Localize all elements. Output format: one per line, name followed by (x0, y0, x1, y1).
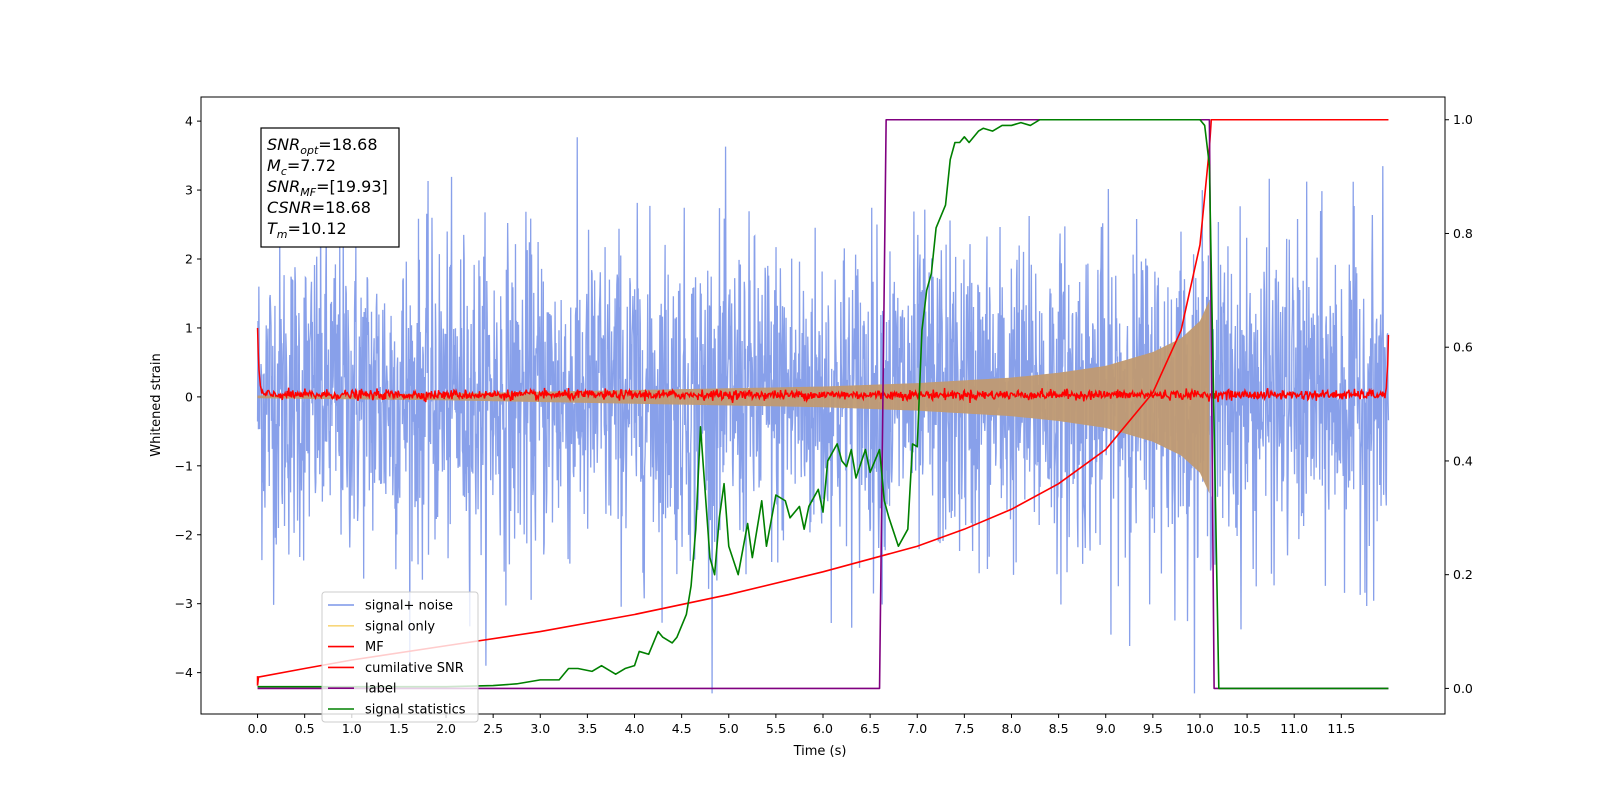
y-tick-label: −4 (175, 665, 193, 680)
stats-box-entry: Mc=7.72 (267, 156, 336, 178)
legend-entry-label: MF (365, 640, 384, 655)
x-tick-label: 11.5 (1327, 721, 1355, 736)
x-tick-label: 1.5 (389, 721, 409, 736)
y2-tick-label: 1.0 (1453, 112, 1473, 127)
y-axis-label: Whitened strain (149, 353, 164, 456)
x-tick-label: 5.5 (766, 721, 786, 736)
legend-entry-label: signal statistics (365, 703, 466, 718)
y2-tick-label: 0.4 (1453, 453, 1473, 468)
x-tick-label: 0.5 (295, 721, 315, 736)
y-tick-label: 1 (185, 320, 193, 335)
stats-box-entry: SNRMF=[19.93] (267, 177, 388, 199)
x-tick-label: 4.0 (625, 721, 645, 736)
stats-box-frame (260, 127, 400, 248)
y-tick-label: 0 (185, 389, 193, 404)
legend-entry-label: cumilative SNR (365, 661, 464, 676)
legend: signal+ noise signal only MF cumilative SNR… (321, 591, 479, 723)
x-tick-label: 9.5 (1143, 721, 1163, 736)
stats-box-entry: Tm=10.12 (267, 219, 347, 241)
x-tick-label: 10.0 (1186, 721, 1214, 736)
series-cumulative-snr-line (256, 118, 1389, 686)
y-tick-label: −1 (175, 458, 193, 473)
y2-tick-label: 0.2 (1453, 567, 1473, 582)
y-tick-label: 3 (185, 183, 193, 198)
x-tick-label: 3.5 (577, 721, 597, 736)
stats-box-entry: CSNR=18.68 (267, 198, 371, 217)
x-tick-label: 6.0 (813, 721, 833, 736)
x-tick-label: 1.0 (342, 721, 362, 736)
legend-entry-label: signal only (365, 619, 435, 634)
x-tick-label: 11.0 (1280, 721, 1308, 736)
series-signal-statistics-line (257, 118, 1389, 690)
x-tick-label: 8.0 (1002, 721, 1022, 736)
y2-tick-label: 0.0 (1453, 681, 1473, 696)
x-axis-label: Time (s) (793, 744, 847, 759)
legend-entry-label: signal+ noise (365, 599, 453, 614)
x-tick-label: 0.0 (248, 721, 268, 736)
x-tick-label: 3.0 (530, 721, 550, 736)
legend-frame (321, 591, 479, 723)
x-tick-label: 4.5 (672, 721, 692, 736)
y-tick-label: 2 (185, 252, 193, 267)
x-tick-label: 5.0 (719, 721, 739, 736)
x-tick-label: 7.5 (954, 721, 974, 736)
y2-tick-label: 0.6 (1453, 340, 1473, 355)
y-tick-label: −3 (175, 596, 193, 611)
stats-box-entry: SNRopt=18.68 (267, 135, 378, 157)
x-tick-label: 10.5 (1233, 721, 1261, 736)
y-tick-label: 4 (185, 114, 193, 129)
x-tick-label: 6.5 (860, 721, 880, 736)
stats-box: SNRopt=18.68Mc=7.72SNRMF=[19.93]CSNR=18.… (260, 127, 400, 248)
legend-entry-label: label (365, 682, 396, 697)
x-tick-label: 2.0 (436, 721, 456, 736)
y2-tick-label: 0.8 (1453, 226, 1473, 241)
x-tick-label: 9.0 (1096, 721, 1116, 736)
x-tick-label: 8.5 (1049, 721, 1069, 736)
series-mf-line (256, 327, 1390, 404)
y-tick-label: −2 (175, 527, 193, 542)
x-tick-label: 2.5 (483, 721, 503, 736)
x-tick-label: 7.0 (907, 721, 927, 736)
